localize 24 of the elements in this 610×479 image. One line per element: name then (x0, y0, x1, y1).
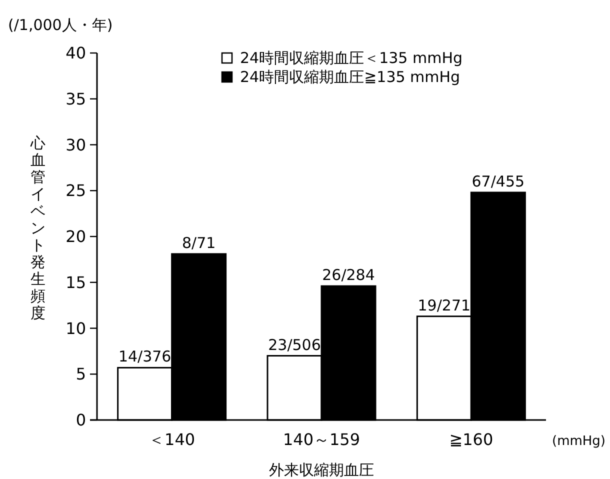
y-tick-label: 40 (66, 44, 86, 62)
text: (/1,000人・年) (8, 16, 113, 34)
x-tick-label: ＜140 (148, 430, 196, 449)
data-label: 26/284 (322, 266, 375, 284)
data-label: 14/376 (118, 348, 172, 366)
data-label: 23/506 (268, 336, 321, 354)
x-axis-title: 外来収縮期血圧 (269, 461, 374, 479)
y-tick-label: 15 (66, 272, 86, 292)
data-label: 67/455 (472, 172, 525, 190)
y-tick-label: 20 (66, 227, 86, 246)
x-tick-label: 140～159 (282, 430, 360, 449)
legend-label: 24時間収縮期血圧＜135 mmHg (240, 49, 463, 67)
y-tick-label: 0 (76, 410, 86, 430)
y-tick-label: 30 (66, 135, 86, 154)
y-tick-label: 35 (66, 89, 86, 108)
y-tick-label: 25 (66, 181, 86, 200)
data-label: 8/71 (182, 234, 216, 252)
text: 心血管イベント発生頻度 (30, 134, 46, 322)
x-tick-label: ≧160 (449, 430, 494, 449)
y-tick-label: 5 (76, 364, 86, 384)
data-label: 19/271 (418, 296, 471, 314)
y-tick-label: 10 (66, 318, 86, 338)
legend-label: 24時間収縮期血圧≧135 mmHg (240, 68, 460, 86)
text: (mmHg) (552, 434, 606, 449)
